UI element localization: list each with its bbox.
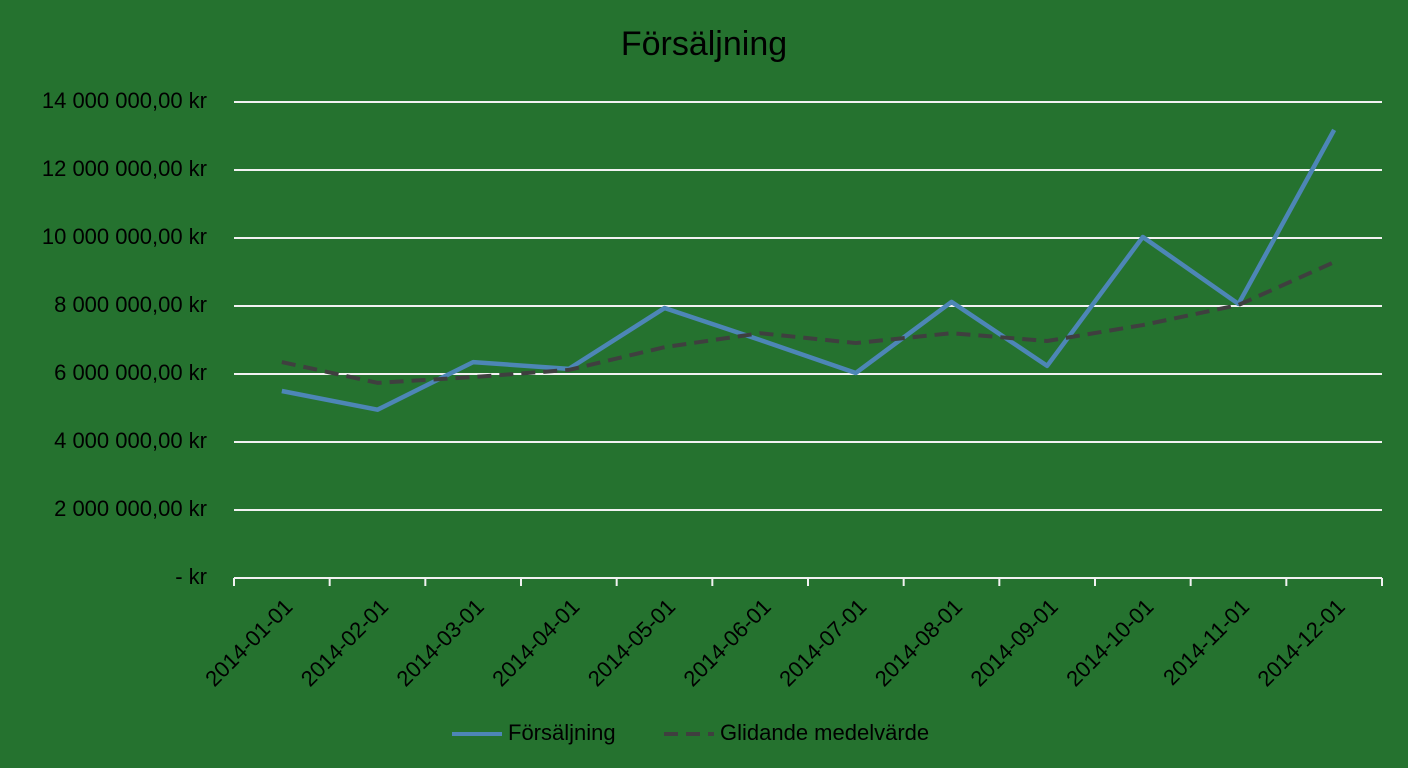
series-line: [281, 260, 1335, 385]
y-tick-label: - kr: [175, 564, 207, 589]
x-tick-label: 2014-05-01: [583, 594, 680, 691]
y-tick-label: 14 000 000,00 kr: [42, 88, 207, 113]
legend-label: Försäljning: [508, 720, 616, 745]
x-tick-label: 2014-10-01: [1061, 594, 1158, 691]
y-tick-label: 4 000 000,00 kr: [54, 428, 207, 453]
x-tick-label: 2014-01-01: [200, 594, 297, 691]
x-tick-label: 2014-03-01: [392, 594, 489, 691]
x-tick-label: 2014-06-01: [679, 594, 776, 691]
x-tick-label: 2014-07-01: [774, 594, 871, 691]
chart-title: Försäljning: [621, 25, 787, 63]
x-tick-label: 2014-12-01: [1253, 594, 1350, 691]
y-tick-label: 12 000 000,00 kr: [42, 156, 207, 181]
x-tick-label: 2014-11-01: [1158, 594, 1254, 690]
x-tick-label: 2014-08-01: [870, 594, 967, 691]
y-tick-label: 2 000 000,00 kr: [54, 496, 207, 521]
x-tick-label: 2014-02-01: [296, 594, 393, 691]
x-tick-label: 2014-09-01: [966, 594, 1063, 691]
y-tick-label: 6 000 000,00 kr: [54, 360, 207, 385]
x-tick-label: 2014-04-01: [487, 594, 584, 691]
legend-label: Glidande medelvärde: [720, 720, 929, 745]
y-tick-label: 10 000 000,00 kr: [42, 224, 207, 249]
series-line: [281, 128, 1337, 412]
y-tick-label: 8 000 000,00 kr: [54, 292, 207, 317]
